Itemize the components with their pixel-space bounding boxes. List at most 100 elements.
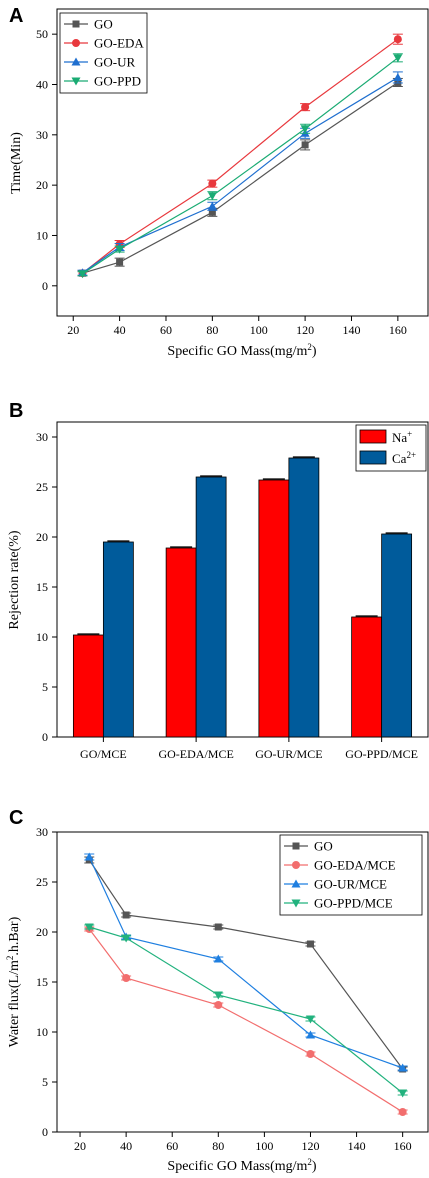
legend-marker [291, 879, 301, 888]
x-tick-label: 40 [114, 323, 126, 337]
y-tick-label: 10 [36, 1025, 48, 1039]
legend-label-charge: 2+ [406, 450, 416, 460]
y-tick-label: 0 [42, 730, 48, 744]
bar [102, 541, 134, 738]
panel-a-series [77, 33, 403, 279]
x-tick-label: 60 [160, 323, 172, 337]
x-tick-label: 20 [67, 323, 79, 337]
series-line [82, 81, 399, 274]
panel-b-ylabel: Rejection rate(%) [7, 530, 22, 629]
bar [195, 476, 227, 738]
data-point [306, 1050, 315, 1058]
data-point [207, 201, 217, 210]
data-point [398, 1108, 407, 1116]
panel-b-axes: 0 5 10 15 20 25 30 GO/MCE GO-EDA/MCE GO-UR/MCE GO-… [36, 430, 418, 761]
panel-a-legend: GO GO-EDA GO-UR GO-PPD [59, 12, 148, 94]
y-tick-label: 20 [36, 530, 48, 544]
bar [288, 457, 320, 738]
legend-marker [72, 20, 80, 28]
panel-b: B 0 5 10 15 20 25 30 GO/MCE GO-EDA/MCE GO-UR/MCE G… [7, 400, 429, 761]
panel-a: A 20 40 60 80 100 120 140 160 0 10 20 30 40 50 GO GO-E… [9, 5, 429, 359]
panel-c-letter: C [9, 807, 23, 829]
data-point [213, 991, 223, 1000]
category-label: GO-UR/MCE [255, 747, 322, 761]
x-tick-label: 140 [348, 1139, 366, 1153]
data-point [122, 911, 130, 919]
legend-marker [292, 861, 300, 869]
series-line [89, 926, 404, 1094]
x-tick-label: 120 [301, 1139, 319, 1153]
x-tick-label: 160 [389, 323, 407, 337]
y-tick-label: 10 [36, 228, 48, 242]
data-point [398, 1063, 408, 1072]
y-tick-label: 10 [36, 630, 48, 644]
x-tick-label: 100 [255, 1139, 273, 1153]
x-tick-label: 60 [166, 1139, 178, 1153]
data-point [393, 72, 403, 81]
y-tick-label: 25 [36, 875, 48, 889]
bar [351, 616, 383, 738]
y-tick-label: 20 [36, 925, 48, 939]
y-tick-label: 50 [36, 27, 48, 41]
panel-b-letter: B [9, 400, 23, 422]
x-tick-label: 140 [342, 323, 360, 337]
x-tick-label: 40 [120, 1139, 132, 1153]
legend-swatch [359, 429, 387, 444]
legend-swatch [359, 450, 387, 465]
legend-label-charge: + [407, 429, 412, 439]
x-tick-label: 80 [206, 323, 218, 337]
data-point [122, 974, 131, 982]
legend-label: GO [94, 17, 113, 32]
data-point [393, 35, 402, 44]
panel-c-series [84, 852, 408, 1116]
data-point [208, 179, 217, 188]
category-label: GO-PPD/MCE [345, 747, 418, 761]
data-point [121, 934, 131, 943]
panel-b-legend: Na+ Ca2+ [355, 424, 427, 472]
legend-label: GO-UR [94, 55, 135, 70]
panel-c-ylabel: Water flux(L/m2.h.Bar) [5, 916, 22, 1047]
data-point [213, 954, 223, 963]
category-label: GO/MCE [80, 747, 127, 761]
legend-label: GO-UR/MCE [314, 877, 387, 892]
panel-b-frame [56, 421, 429, 738]
legend-label: GO-PPD/MCE [314, 896, 393, 911]
data-point [300, 125, 310, 134]
bar [381, 533, 413, 738]
data-point [214, 923, 222, 931]
x-tick-label: 100 [250, 323, 268, 337]
panel-b-series [72, 456, 413, 738]
legend-label-ion: Ca [392, 451, 407, 466]
panel-c: C 20 40 60 80 100 120 140 160 0 5 10 15 20 25 30 GO GO-… [5, 807, 429, 1174]
bar [165, 547, 197, 738]
legend-label-ion: Na [392, 430, 407, 445]
x-tick-label: 120 [296, 323, 314, 337]
y-tick-label: 40 [36, 77, 48, 91]
panel-c-legend: GO GO-EDA/MCE GO-UR/MCE GO-PPD/MCE [279, 834, 423, 916]
category-label: GO-EDA/MCE [158, 747, 233, 761]
data-point [306, 940, 314, 948]
x-tick-label: 80 [212, 1139, 224, 1153]
y-tick-label: 0 [42, 1125, 48, 1139]
data-point [301, 103, 310, 112]
data-point [207, 192, 217, 201]
legend-marker [72, 39, 80, 47]
y-tick-label: 5 [42, 680, 48, 694]
data-point [393, 54, 403, 63]
panel-a-frame [56, 8, 429, 317]
y-tick-label: 30 [36, 825, 48, 839]
data-point [84, 923, 94, 932]
series-line [88, 928, 403, 1113]
panel-c-xlabel: Specific GO Mass(mg/m2) [167, 1157, 316, 1174]
y-tick-label: 30 [36, 128, 48, 142]
legend-marker [71, 57, 81, 66]
y-tick-label: 30 [36, 430, 48, 444]
data-point [115, 245, 125, 254]
legend-label: GO-PPD [94, 74, 141, 89]
legend-label: Na+ [392, 429, 412, 445]
y-tick-label: 15 [36, 975, 48, 989]
legend-marker [292, 842, 300, 850]
panel-c-axes: 20 40 60 80 100 120 140 160 0 5 10 15 20 25 30 [36, 825, 412, 1153]
x-tick-label: 20 [74, 1139, 86, 1153]
